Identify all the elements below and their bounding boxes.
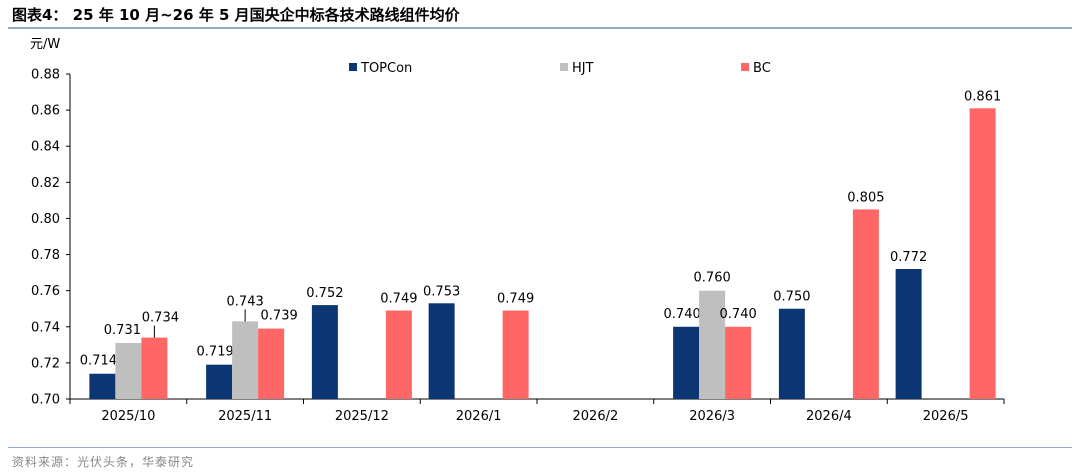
x-tick-label: 2026/1 — [456, 409, 502, 424]
data-label-topcon: 0.740 — [664, 307, 701, 322]
bar-chart: 元/W 0.70 0.72 0.74 0.76 0.78 0.80 0.82 0.84 0.86 0… — [30, 37, 1005, 424]
data-label-topcon: 0.750 — [773, 290, 810, 305]
chart-title: 图表4： 25 年 10 月~26 年 5 月国央企中标各技术路线组件均价 — [12, 6, 460, 24]
bar-bc — [969, 108, 996, 400]
x-tick-label: 2026/3 — [689, 409, 735, 424]
bar-topcon — [311, 305, 338, 399]
data-label-bc: 0.739 — [261, 309, 298, 324]
y-axis-unit-label: 元/W — [30, 37, 60, 52]
bar-bc — [725, 326, 752, 399]
data-label-bc: 0.805 — [847, 190, 884, 205]
bar-bc — [502, 310, 529, 399]
bar-bc — [141, 337, 168, 399]
data-label-topcon: 0.714 — [80, 354, 117, 369]
bar-hjt — [699, 290, 726, 399]
x-tick-label: 2026/2 — [573, 409, 619, 424]
bar-topcon — [895, 269, 922, 399]
bar-topcon — [778, 308, 805, 399]
data-label-hjt: 0.731 — [104, 323, 141, 338]
legend-label-hjt: HJT — [572, 61, 594, 76]
data-label-topcon: 0.752 — [306, 286, 343, 301]
legend-label-bc: BC — [753, 61, 771, 76]
bar-topcon — [89, 373, 116, 399]
y-tick-label: 0.84 — [31, 140, 60, 155]
bar-topcon — [428, 303, 455, 399]
bar-bc — [852, 209, 879, 399]
data-label-topcon: 0.772 — [890, 250, 927, 265]
x-tick-label: 2026/5 — [923, 409, 969, 424]
y-tick-label: 0.88 — [31, 68, 60, 83]
bar-hjt — [115, 343, 142, 399]
y-tick-label: 0.82 — [31, 176, 60, 191]
legend-swatch-topcon — [349, 63, 357, 71]
data-label-topcon: 0.753 — [423, 284, 460, 299]
bar-hjt — [232, 321, 259, 399]
bar-bc — [258, 328, 285, 399]
data-label-bc: 0.734 — [142, 311, 179, 326]
footer-rule — [8, 447, 1072, 448]
title-underline — [8, 27, 1072, 29]
data-label-bc: 0.749 — [497, 292, 534, 307]
x-tick-label: 2025/11 — [218, 409, 272, 424]
data-label-hjt: 0.760 — [694, 271, 731, 286]
data-label-bc: 0.749 — [380, 292, 417, 307]
data-label-bc: 0.740 — [720, 307, 757, 322]
y-tick-label: 0.70 — [31, 393, 60, 408]
x-tick-label: 2026/4 — [806, 409, 852, 424]
y-tick-label: 0.74 — [31, 320, 60, 335]
bar-bc — [385, 310, 412, 399]
y-tick-label: 0.86 — [31, 104, 60, 119]
legend-label-topcon: TOPCon — [360, 61, 412, 76]
y-tick-label: 0.78 — [31, 248, 60, 263]
x-tick-label: 2025/10 — [101, 409, 155, 424]
legend-swatch-bc — [741, 63, 749, 71]
bar-topcon — [206, 364, 233, 399]
data-label-topcon: 0.719 — [197, 345, 234, 360]
x-tick-label: 2025/12 — [335, 409, 389, 424]
data-label-bc: 0.861 — [964, 89, 1001, 104]
y-tick-label: 0.76 — [31, 284, 60, 299]
data-label-hjt: 0.743 — [227, 294, 264, 309]
legend-swatch-hjt — [560, 63, 568, 71]
bar-topcon — [673, 326, 700, 399]
source-note: 资料来源：光伏头条，华泰研究 — [12, 455, 195, 469]
y-tick-label: 0.80 — [31, 212, 60, 227]
y-tick-label: 0.72 — [31, 356, 60, 371]
